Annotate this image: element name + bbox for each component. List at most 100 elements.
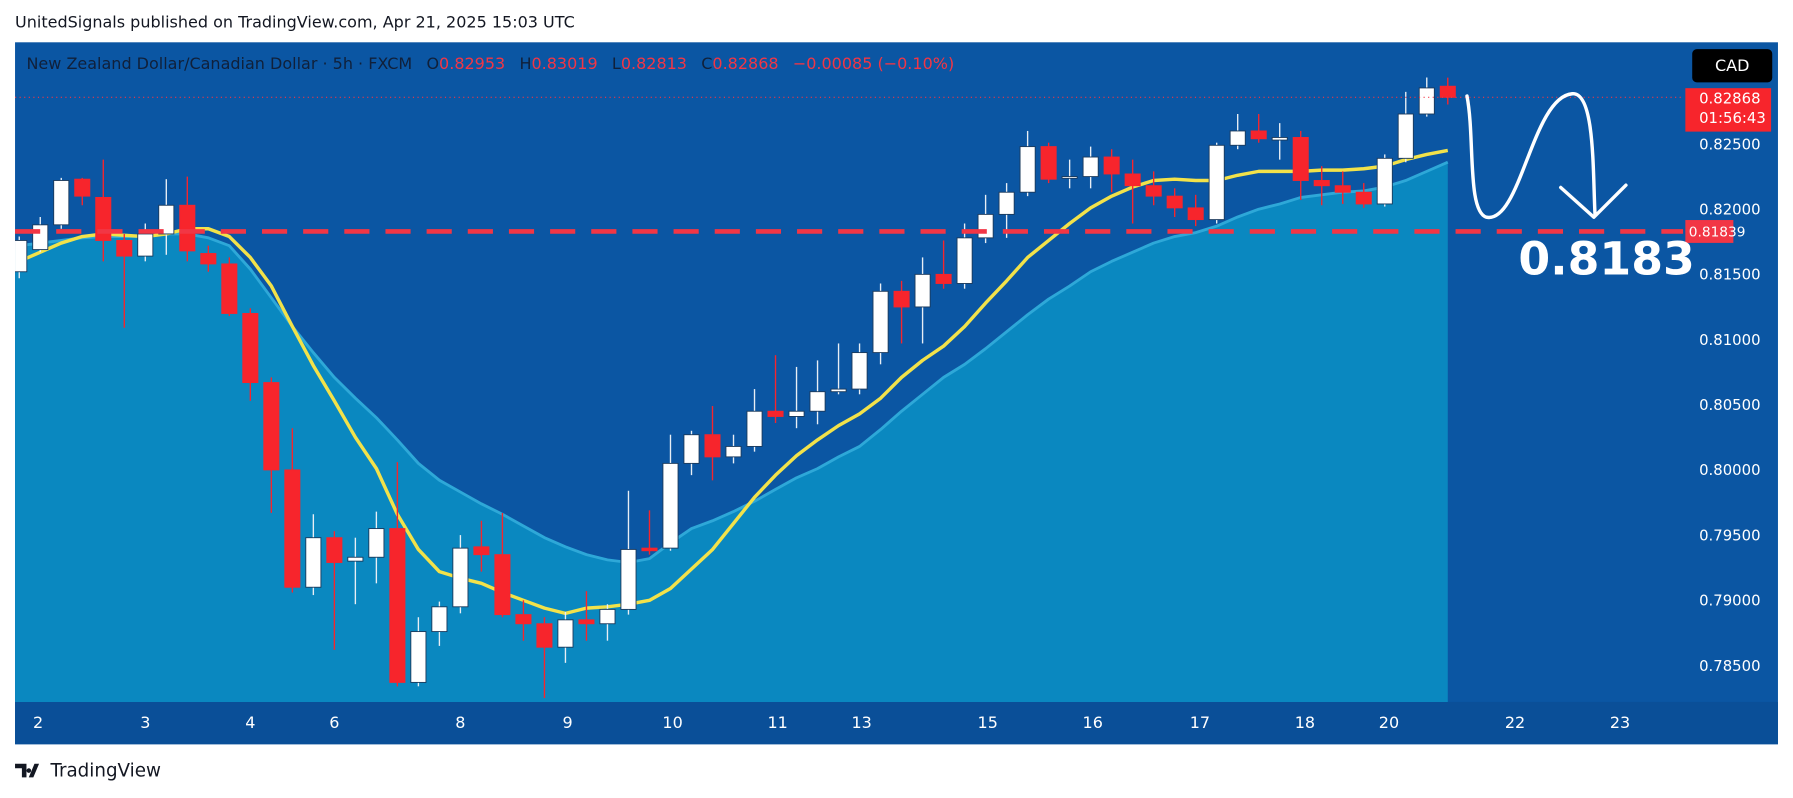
brand-name: TradingView xyxy=(49,761,161,782)
candle-body xyxy=(473,546,490,556)
candle-body xyxy=(431,606,448,633)
candle-body xyxy=(746,410,763,447)
y-tick-label: 0.80500 xyxy=(1699,396,1760,414)
change-value: −0.00085 (−0.10%) xyxy=(793,54,954,73)
y-tick-label: 0.79000 xyxy=(1699,592,1760,610)
open-letter: O xyxy=(426,54,439,73)
currency-label[interactable]: CAD xyxy=(1715,56,1749,75)
x-tick-label: 17 xyxy=(1190,713,1210,732)
x-tick-label: 9 xyxy=(562,713,572,732)
y-tick-label: 0.80000 xyxy=(1699,461,1760,479)
candle-body xyxy=(1040,146,1057,180)
candle-body xyxy=(641,547,658,552)
candle-body xyxy=(1145,185,1162,197)
candle-body xyxy=(221,263,238,314)
candle-body xyxy=(1313,180,1330,187)
price-label-box xyxy=(1685,88,1772,132)
y-tick-label: 0.82000 xyxy=(1699,200,1760,218)
x-tick-label: 2 xyxy=(33,713,43,732)
candle-body xyxy=(1166,195,1183,209)
candle-body xyxy=(1208,144,1225,221)
x-tick-label: 20 xyxy=(1379,713,1399,732)
candle-body xyxy=(200,253,217,265)
candle-body xyxy=(1397,113,1414,159)
low-value: 0.82813 xyxy=(621,54,687,73)
candle-body xyxy=(956,237,973,284)
currency-button[interactable] xyxy=(1692,49,1773,83)
open-value: 0.82953 xyxy=(439,54,505,73)
high-letter: H xyxy=(519,54,531,73)
candle-body xyxy=(116,240,133,257)
level-label: 0.81839 xyxy=(1689,225,1746,241)
candle-body xyxy=(914,273,931,308)
x-tick-label: 22 xyxy=(1505,713,1525,732)
candle-body xyxy=(326,537,343,563)
candle-body xyxy=(137,233,154,257)
annotation-text: 0.8183 xyxy=(1518,232,1694,285)
candle-body xyxy=(95,196,112,241)
candle-body xyxy=(1103,156,1120,175)
candle-body xyxy=(74,178,91,197)
x-tick-label: 8 xyxy=(455,713,465,732)
candle-body xyxy=(1061,176,1078,179)
candle-body xyxy=(935,273,952,284)
candle-body xyxy=(305,537,322,588)
legend-line: New Zealand Dollar/Canadian Dollar · 5h … xyxy=(26,54,954,73)
x-tick-label: 4 xyxy=(245,713,255,732)
candle-body xyxy=(536,623,553,648)
y-tick-label: 0.78500 xyxy=(1699,657,1760,675)
candle-body xyxy=(809,391,826,412)
candle-body xyxy=(368,528,385,558)
candle-body xyxy=(347,556,364,562)
candle-body xyxy=(15,240,28,273)
candle-body xyxy=(1250,130,1267,140)
price-label: 0.82868 xyxy=(1699,90,1760,108)
level-label-box xyxy=(1685,220,1734,243)
arrow-annotation xyxy=(1465,92,1628,219)
area-fill xyxy=(15,162,1448,702)
candle-body xyxy=(683,434,700,464)
publisher-line: UnitedSignals published on TradingView.c… xyxy=(15,12,575,31)
candle-body xyxy=(179,204,196,252)
candle-body xyxy=(1124,173,1141,187)
plot-area: 0.78500 0.79000 0.79500 0.80000 0.80500 0.810… xyxy=(15,77,1772,732)
candle-body xyxy=(704,434,721,458)
candle-body xyxy=(410,631,427,683)
symbol-title: New Zealand Dollar/Canadian Dollar · 5h … xyxy=(26,54,412,73)
candle-body xyxy=(158,204,175,235)
candle-body xyxy=(1229,130,1246,146)
close-value: 0.82868 xyxy=(712,54,778,73)
candle-body xyxy=(1334,185,1351,193)
candle-body xyxy=(263,382,280,471)
candle-body xyxy=(893,290,910,308)
x-tick-label: 15 xyxy=(978,713,998,732)
candle-body xyxy=(998,191,1015,215)
candle-body xyxy=(1418,87,1435,115)
x-tick-label: 18 xyxy=(1295,713,1315,732)
candle-body xyxy=(53,180,70,226)
candle-body xyxy=(767,410,784,417)
countdown-label: 01:56:43 xyxy=(1699,109,1766,127)
time-axis xyxy=(15,701,1778,745)
candle-body xyxy=(1292,137,1309,181)
x-tick-label: 10 xyxy=(662,713,682,732)
candle-body xyxy=(578,619,595,625)
y-tick-label: 0.81000 xyxy=(1699,331,1760,349)
candle-body xyxy=(452,547,469,608)
moving-average-line xyxy=(19,160,1449,564)
candle-body xyxy=(1355,191,1372,205)
close-letter: C xyxy=(701,54,712,73)
candle-body xyxy=(284,469,301,588)
candle-body xyxy=(1376,157,1393,205)
candle-body xyxy=(1439,85,1456,98)
series-layer xyxy=(15,77,1456,702)
y-tick-label: 0.82500 xyxy=(1699,135,1760,153)
x-tick-label: 3 xyxy=(140,713,150,732)
candle-body xyxy=(515,614,532,625)
candle-body xyxy=(242,313,259,384)
candle-body xyxy=(620,548,637,610)
x-tick-label: 23 xyxy=(1610,713,1630,732)
low-letter: L xyxy=(612,54,621,73)
